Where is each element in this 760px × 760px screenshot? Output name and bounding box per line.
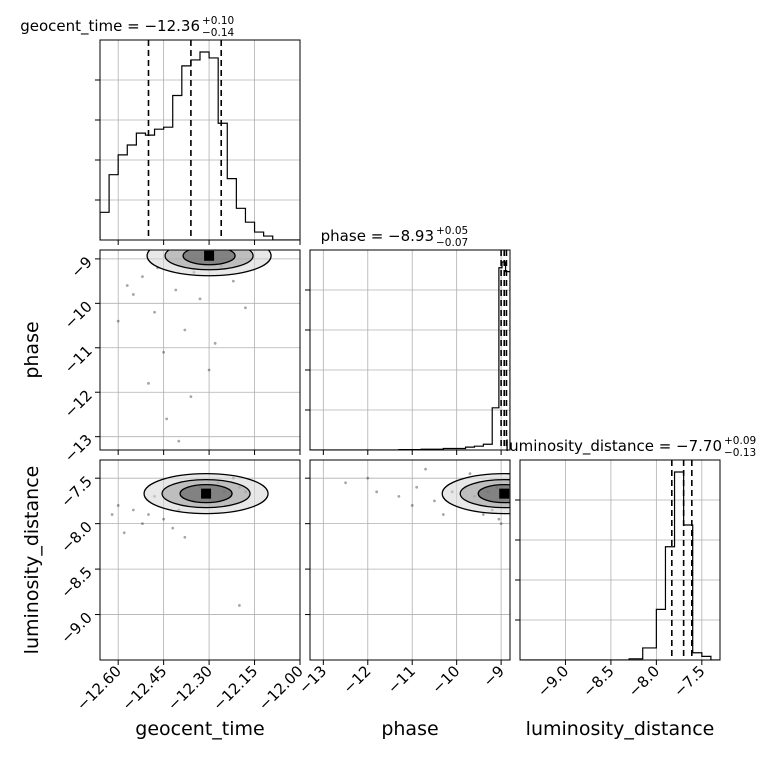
x-tick-label: −8.5 — [579, 662, 617, 700]
x-tick-label: −12.60 — [73, 662, 125, 714]
x-tick-label: −11 — [384, 662, 419, 697]
y-tick-label: −12 — [61, 386, 96, 421]
sample-point — [231, 279, 235, 283]
x-tick-label: −9.0 — [534, 662, 572, 700]
sample-point — [171, 526, 175, 530]
sample-point — [174, 288, 178, 292]
x-tick-label: −12.30 — [164, 662, 216, 714]
x-tick-label: −12 — [339, 662, 374, 697]
y-tick-label: −9.0 — [57, 609, 95, 647]
y-tick-label: −8.0 — [57, 518, 95, 556]
xlabel-phase: phase — [381, 718, 438, 740]
sample-point — [424, 467, 427, 471]
x-tick-label: −12.45 — [118, 662, 170, 714]
sample-point — [116, 319, 120, 323]
sample-point — [198, 297, 202, 301]
sample-point — [499, 522, 503, 526]
panel-frame — [309, 459, 511, 661]
sample-point — [177, 439, 181, 443]
sample-point — [375, 490, 379, 494]
density-peak — [499, 488, 510, 499]
sample-point — [131, 508, 135, 512]
title-luminosity-distance: luminosity_distance = −7.70 — [505, 437, 722, 456]
y-tick-label: −9 — [67, 253, 95, 281]
title-geocent-time: geocent_time = −12.36 — [20, 17, 200, 36]
title-geocent-time-minus: −0.14 — [202, 27, 234, 39]
sample-point — [441, 513, 445, 516]
sample-point — [125, 284, 129, 287]
y-tick-label: −11 — [61, 342, 96, 377]
y-tick-label: −13 — [61, 431, 96, 466]
sample-point — [397, 494, 401, 498]
panel-phase-histogram — [309, 249, 511, 451]
sample-point — [122, 531, 126, 535]
title-luminosity-distance-plus: +0.09 — [724, 435, 756, 447]
sample-point — [141, 275, 144, 279]
panel-luminosity-distance-histogram — [519, 459, 721, 661]
x-tick-label: −13 — [295, 662, 330, 697]
xlabel-geocent-time: geocent_time — [135, 718, 264, 740]
title-phase-minus: −0.07 — [436, 237, 468, 249]
sample-point — [110, 513, 114, 516]
sample-point — [153, 310, 156, 314]
sample-point — [183, 328, 187, 332]
tick-marks — [95, 79, 703, 665]
y-tick-label: −10 — [61, 297, 96, 332]
sample-point — [344, 481, 347, 485]
panel-geocent-time-vs-luminosity-distance — [99, 459, 301, 661]
sample-point — [147, 513, 150, 516]
sample-point — [433, 499, 436, 503]
panel-phase-vs-luminosity-distance — [309, 459, 511, 661]
y-tick-label: −8.5 — [57, 563, 95, 601]
sample-point — [116, 504, 120, 507]
panel-frame — [99, 459, 301, 661]
x-tick-label: −12.15 — [209, 662, 261, 714]
title-luminosity-distance-minus: −0.13 — [724, 447, 756, 459]
sample-point — [481, 513, 485, 516]
x-tick-label: −7.5 — [670, 662, 708, 700]
panel-geocent-time-vs-phase — [99, 249, 301, 451]
sample-point — [468, 472, 472, 476]
sample-point — [497, 517, 501, 521]
y-tick-label: −7.5 — [57, 472, 95, 510]
panel-frame — [519, 459, 721, 661]
sample-point — [415, 485, 419, 489]
title-phase: phase = −8.93 — [321, 227, 434, 245]
sample-point — [366, 476, 370, 480]
sample-point — [183, 535, 187, 539]
sample-point — [237, 604, 241, 607]
histogram-step — [100, 51, 300, 240]
sample-point — [162, 350, 166, 354]
sample-point — [147, 381, 150, 385]
panel-frame — [309, 249, 511, 451]
title-geocent-time-plus: +0.10 — [202, 15, 234, 27]
density-peak — [204, 250, 215, 261]
panel-frame — [99, 39, 301, 241]
ylabel-luminosity-distance: luminosity_distance — [21, 466, 43, 655]
sample-point — [162, 517, 166, 521]
sample-point — [131, 293, 135, 296]
xlabel-luminosity-distance: luminosity_distance — [526, 718, 715, 740]
panel-geocent-time-histogram — [99, 39, 301, 241]
density-peak — [201, 488, 212, 499]
sample-point — [141, 522, 144, 526]
ylabel-phase: phase — [21, 321, 43, 378]
sample-point — [244, 306, 247, 310]
sample-point — [189, 395, 193, 399]
sample-point — [165, 417, 169, 421]
sample-point — [207, 368, 211, 372]
histogram-step — [520, 471, 720, 660]
panel-frame — [99, 249, 301, 451]
sample-point — [410, 504, 414, 507]
x-tick-label: −9 — [480, 662, 508, 690]
sample-point — [213, 341, 217, 345]
x-tick-label: −10 — [428, 662, 463, 697]
title-phase-plus: +0.05 — [436, 225, 468, 237]
x-tick-label: −8.0 — [625, 662, 663, 700]
